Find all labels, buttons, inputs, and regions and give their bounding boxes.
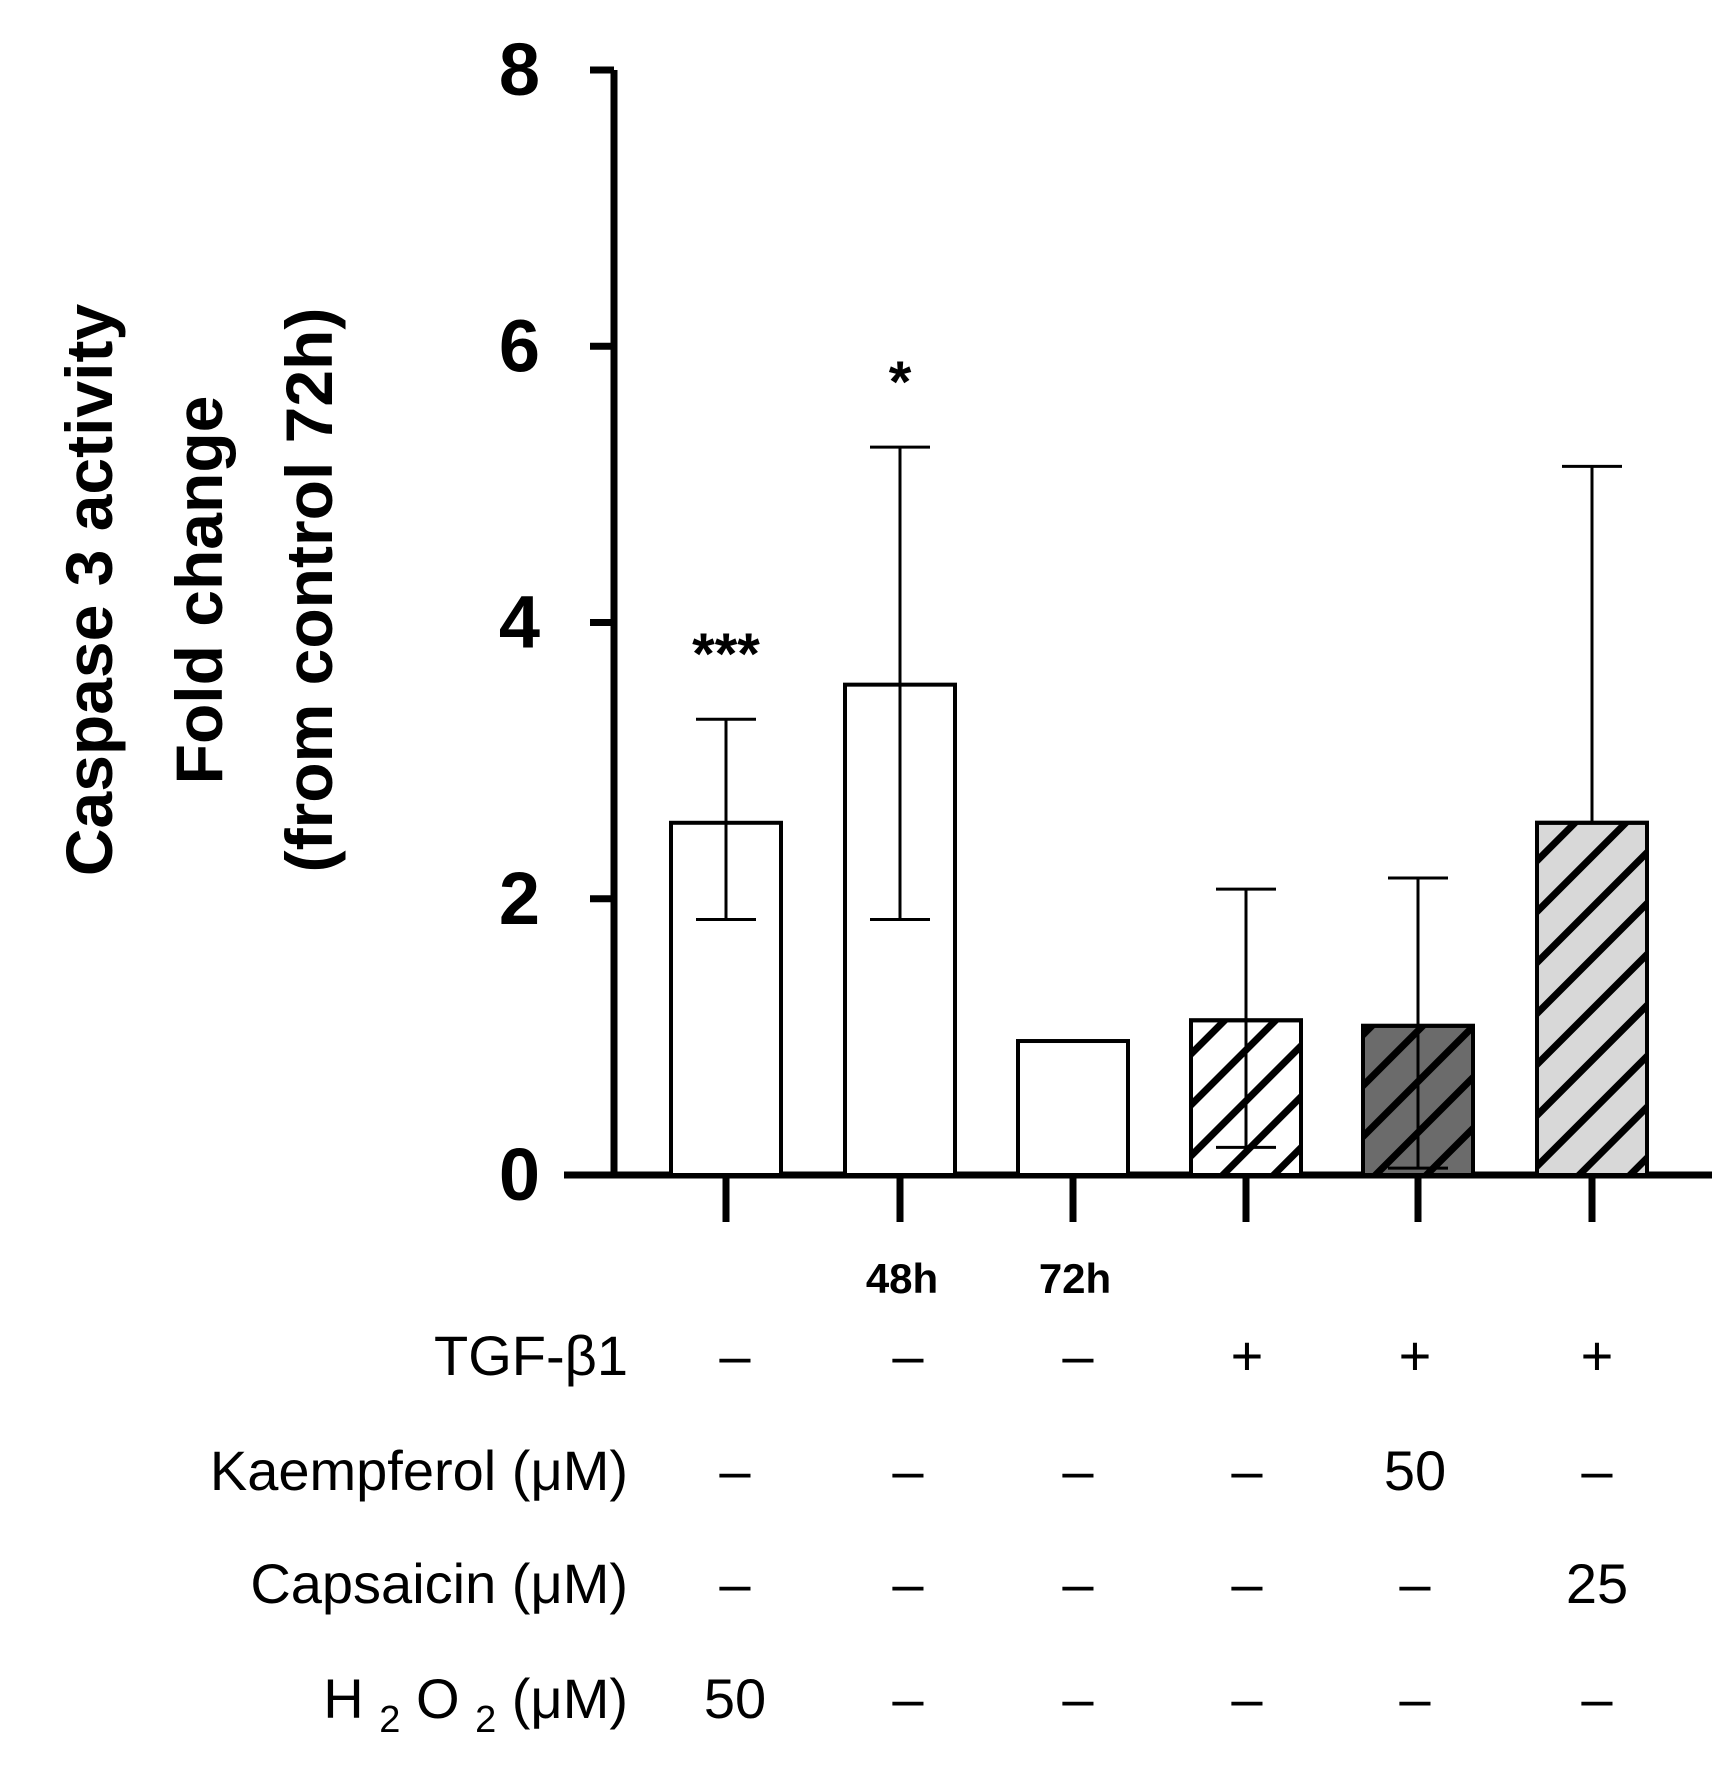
treatment-cell: – xyxy=(892,1667,924,1730)
bar xyxy=(1016,1039,1130,1178)
treatment-cell: – xyxy=(1399,1552,1431,1615)
y-tick-label: 0 xyxy=(499,1133,540,1216)
treatment-cell: – xyxy=(1062,1324,1094,1387)
significance-label: *** xyxy=(692,622,760,687)
y-axis-label-line-1: Caspase 3 activity xyxy=(52,304,126,877)
treatment-cell: – xyxy=(719,1324,751,1387)
row-label-kaempferol: Kaempferol (μM) xyxy=(210,1439,628,1502)
treatment-cell: – xyxy=(1581,1667,1613,1730)
time-label: 48h xyxy=(866,1255,938,1302)
h2o2-h: H xyxy=(323,1667,363,1730)
significance-label: * xyxy=(889,350,912,415)
y-ticks: 0 2 4 6 8 xyxy=(499,28,614,1216)
treatment-cell: – xyxy=(719,1439,751,1502)
h2o2-sub-2: 2 xyxy=(475,1699,496,1741)
y-axis-label: Caspase 3 activity Fold change (from con… xyxy=(52,304,346,877)
row-label-capsaicin: Capsaicin (μM) xyxy=(250,1552,628,1615)
treatment-cell: – xyxy=(1062,1552,1094,1615)
h2o2-sub-1: 2 xyxy=(379,1699,400,1741)
treatment-cell: – xyxy=(892,1324,924,1387)
treatment-cell: – xyxy=(1231,1552,1263,1615)
y-tick-label: 8 xyxy=(499,28,540,111)
treatment-cell: – xyxy=(1062,1439,1094,1502)
treatment-cell: 50 xyxy=(704,1667,766,1730)
y-axis-label-line-2: Fold change xyxy=(162,396,236,785)
treatment-cells: – – – + + + – – – – 50 – – – – – – 25 50 – – – – – xyxy=(704,1324,1628,1730)
treatment-cell: – xyxy=(719,1552,751,1615)
treatment-cell: 25 xyxy=(1566,1552,1628,1615)
treatment-cell: – xyxy=(892,1439,924,1502)
treatment-cell: – xyxy=(1581,1439,1613,1502)
treatment-table: TGF-β1 Kaempferol (μM) Capsaicin (μM) H … xyxy=(210,1324,1628,1744)
treatment-cell: + xyxy=(1399,1324,1432,1387)
treatment-cell: – xyxy=(1231,1667,1263,1730)
y-tick-label: 6 xyxy=(499,304,540,387)
row-label-tgf: TGF-β1 xyxy=(434,1324,628,1387)
treatment-cell: + xyxy=(1231,1324,1264,1387)
treatment-cell: + xyxy=(1581,1324,1614,1387)
treatment-cell: – xyxy=(1399,1667,1431,1730)
row-label-h2o2: H 2 O 2 (μM) xyxy=(323,1667,628,1744)
time-labels: 48h 72h xyxy=(866,1255,1111,1302)
treatment-cell: – xyxy=(892,1552,924,1615)
y-tick-label: 2 xyxy=(499,857,540,940)
y-axis-label-line-3: (from control 72h) xyxy=(272,308,346,873)
y-tick-label: 4 xyxy=(499,581,540,664)
h2o2-unit: (μM) xyxy=(512,1667,628,1730)
x-ticks xyxy=(722,1175,1596,1222)
bar-hatch xyxy=(1535,820,1649,1177)
h2o2-o: O xyxy=(416,1667,460,1730)
treatment-cell: 50 xyxy=(1384,1439,1446,1502)
bars: **** xyxy=(669,350,1649,1178)
treatment-cell: – xyxy=(1231,1439,1263,1502)
treatment-cell: – xyxy=(1062,1667,1094,1730)
time-label: 72h xyxy=(1039,1255,1111,1302)
